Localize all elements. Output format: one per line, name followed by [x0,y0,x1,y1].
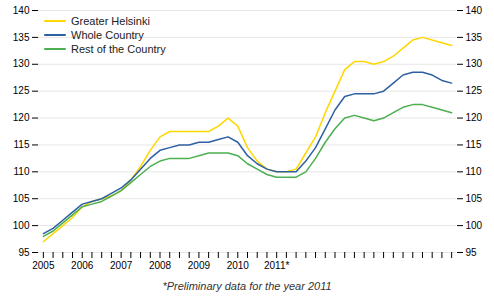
svg-text:2011*: 2011* [264,260,290,271]
svg-text:135: 135 [13,32,30,43]
svg-text:120: 120 [13,112,30,123]
svg-text:110: 110 [466,166,482,177]
svg-text:2006: 2006 [71,260,94,271]
svg-text:2005: 2005 [32,260,55,271]
svg-text:105: 105 [466,193,483,204]
svg-text:115: 115 [14,139,30,150]
svg-text:2009: 2009 [188,260,211,271]
svg-text:120: 120 [466,112,483,123]
html-text:*Preliminary data for the year: *Preliminary data for the year 2011 [162,280,332,292]
svg-text:100: 100 [13,220,30,231]
svg-text:95: 95 [466,247,478,258]
svg-text:95: 95 [18,247,30,258]
html-text:Whole Country: Whole Country [71,29,144,41]
svg-text:2010: 2010 [227,260,250,271]
svg-text:130: 130 [13,58,30,69]
html-text:Greater Helsinki: Greater Helsinki [71,15,150,27]
svg-text:130: 130 [466,58,483,69]
svg-text:2008: 2008 [149,260,172,271]
svg-text:100: 100 [466,220,483,231]
html-text:Rest of the Country: Rest of the Country [71,43,166,55]
svg-text:135: 135 [466,32,483,43]
svg-text:110: 110 [14,166,30,177]
svg-text:125: 125 [466,85,483,96]
svg-text:105: 105 [13,193,30,204]
svg-text:140: 140 [13,5,30,16]
svg-text:140: 140 [466,5,483,16]
svg-text:125: 125 [13,85,30,96]
svg-text:115: 115 [466,139,482,150]
svg-text:2007: 2007 [110,260,133,271]
